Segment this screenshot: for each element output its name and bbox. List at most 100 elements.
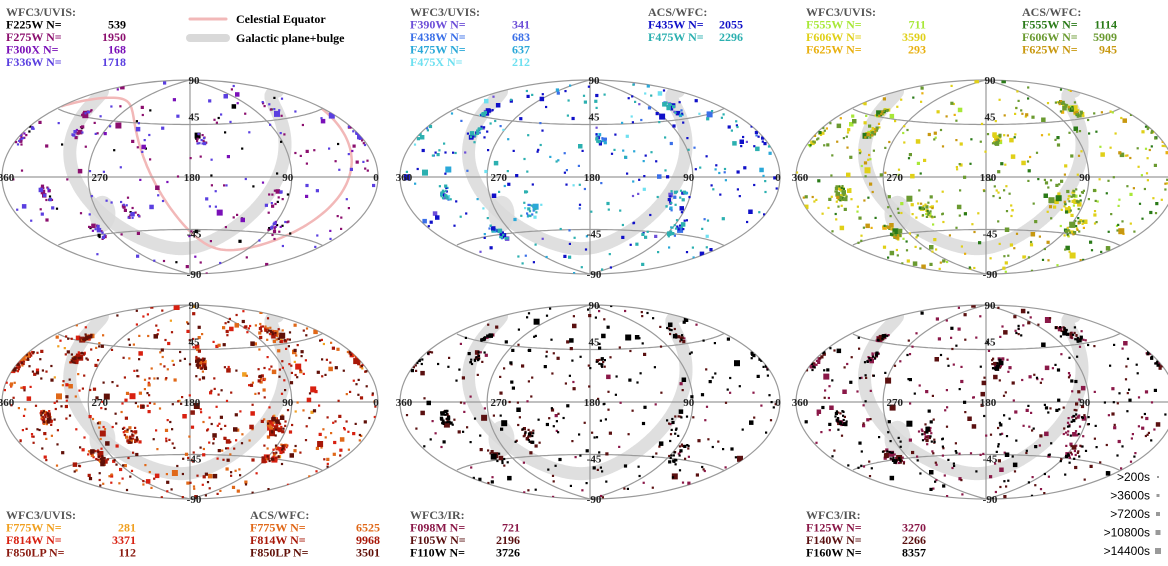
pointing-mark	[700, 393, 705, 397]
graticule	[399, 79, 781, 275]
pointing-mark	[1003, 495, 1007, 499]
pointing-mark	[994, 141, 997, 144]
pointing-mark	[680, 222, 686, 227]
pointing-mark	[994, 120, 997, 123]
pointing-mark	[266, 424, 269, 427]
pointing-mark	[487, 449, 490, 452]
pointing-mark	[445, 421, 448, 424]
pointing-mark	[1054, 199, 1059, 204]
pointing-mark	[167, 341, 171, 346]
pointing-mark	[146, 313, 149, 316]
pointing-mark	[371, 393, 374, 397]
pointing-mark	[73, 470, 76, 473]
pointing-mark	[268, 459, 271, 463]
pointing-mark	[136, 146, 139, 149]
pointing-mark	[569, 484, 572, 487]
pointing-mark	[641, 421, 646, 426]
pointing-mark	[166, 180, 169, 184]
graticule	[795, 79, 1168, 275]
pointing-mark	[1020, 334, 1023, 337]
pointing-mark	[993, 361, 997, 366]
pointing-mark	[77, 129, 83, 135]
pointing-mark	[842, 193, 845, 197]
pointing-mark	[565, 183, 568, 186]
pointing-mark	[1071, 445, 1077, 450]
pointing-mark	[166, 490, 169, 493]
pointing-mark	[477, 351, 480, 354]
pointing-mark	[202, 360, 205, 363]
pointing-mark	[1077, 432, 1080, 436]
pointing-mark	[1074, 453, 1077, 457]
pointing-mark	[925, 390, 929, 394]
pointing-mark	[1030, 494, 1034, 497]
lat-tick-label: 45	[985, 337, 997, 349]
pointing-mark	[706, 117, 710, 121]
pointing-mark	[572, 387, 576, 391]
pointing-mark	[1059, 224, 1062, 228]
pointing-mark	[519, 117, 523, 121]
pointing-mark	[479, 351, 482, 354]
pointing-mark	[1128, 388, 1131, 391]
exposure-marker	[1157, 476, 1159, 478]
pointing-mark	[213, 118, 216, 121]
pointing-mark	[1058, 183, 1061, 186]
filter-name-label: F438W N=	[410, 30, 466, 44]
pointing-mark	[100, 344, 104, 348]
pointing-mark	[1110, 213, 1113, 216]
pointing-mark	[655, 112, 659, 116]
pointing-mark	[48, 195, 52, 198]
pointing-mark	[308, 475, 311, 478]
pointing-mark	[621, 121, 624, 124]
pointing-mark	[39, 358, 42, 361]
pointing-mark	[91, 223, 96, 229]
pointing-mark	[261, 101, 264, 104]
pointing-mark	[222, 326, 226, 330]
pointing-mark	[273, 189, 276, 192]
pointing-mark	[860, 234, 863, 237]
pointing-mark	[600, 182, 603, 185]
pointing-mark	[818, 131, 822, 135]
pointing-mark	[668, 422, 671, 425]
pointing-mark	[347, 207, 350, 210]
pointing-mark	[1093, 390, 1096, 393]
pointing-mark	[1166, 182, 1168, 185]
pointing-mark	[1118, 228, 1125, 235]
pointing-mark	[201, 370, 204, 373]
pointing-mark	[43, 421, 46, 424]
pointing-mark	[274, 225, 277, 228]
pointing-mark	[266, 420, 270, 424]
pointing-mark	[563, 152, 566, 155]
pointing-mark	[120, 84, 125, 90]
pointing-mark	[124, 416, 128, 420]
pointing-mark	[464, 151, 467, 154]
pointing-mark	[669, 141, 673, 146]
pointing-mark	[1020, 109, 1023, 112]
pointing-mark	[1030, 240, 1033, 244]
pointing-mark	[302, 372, 305, 375]
pointing-mark	[161, 199, 165, 203]
pointing-mark	[978, 241, 982, 245]
pointing-mark	[32, 351, 35, 354]
pointing-mark	[295, 363, 302, 370]
pointing-mark	[1068, 231, 1071, 234]
pointing-mark	[441, 189, 444, 192]
pointing-markers	[12, 81, 376, 274]
pointing-mark	[349, 390, 352, 393]
pointing-mark	[625, 334, 632, 341]
pointing-mark	[668, 460, 672, 464]
pointing-mark	[1093, 213, 1097, 217]
pointing-mark	[87, 473, 91, 477]
pointing-mark	[1087, 118, 1090, 122]
pointing-mark	[955, 344, 958, 347]
pointing-mark	[188, 435, 191, 438]
pointing-mark	[45, 370, 48, 373]
pointing-mark	[608, 253, 611, 256]
pointing-mark	[165, 377, 168, 380]
pointing-mark	[714, 168, 717, 171]
pointing-mark	[867, 359, 871, 363]
pointing-mark	[186, 329, 190, 333]
pointing-mark	[1028, 375, 1032, 379]
pointing-mark	[479, 434, 482, 437]
pointing-mark	[839, 225, 845, 231]
